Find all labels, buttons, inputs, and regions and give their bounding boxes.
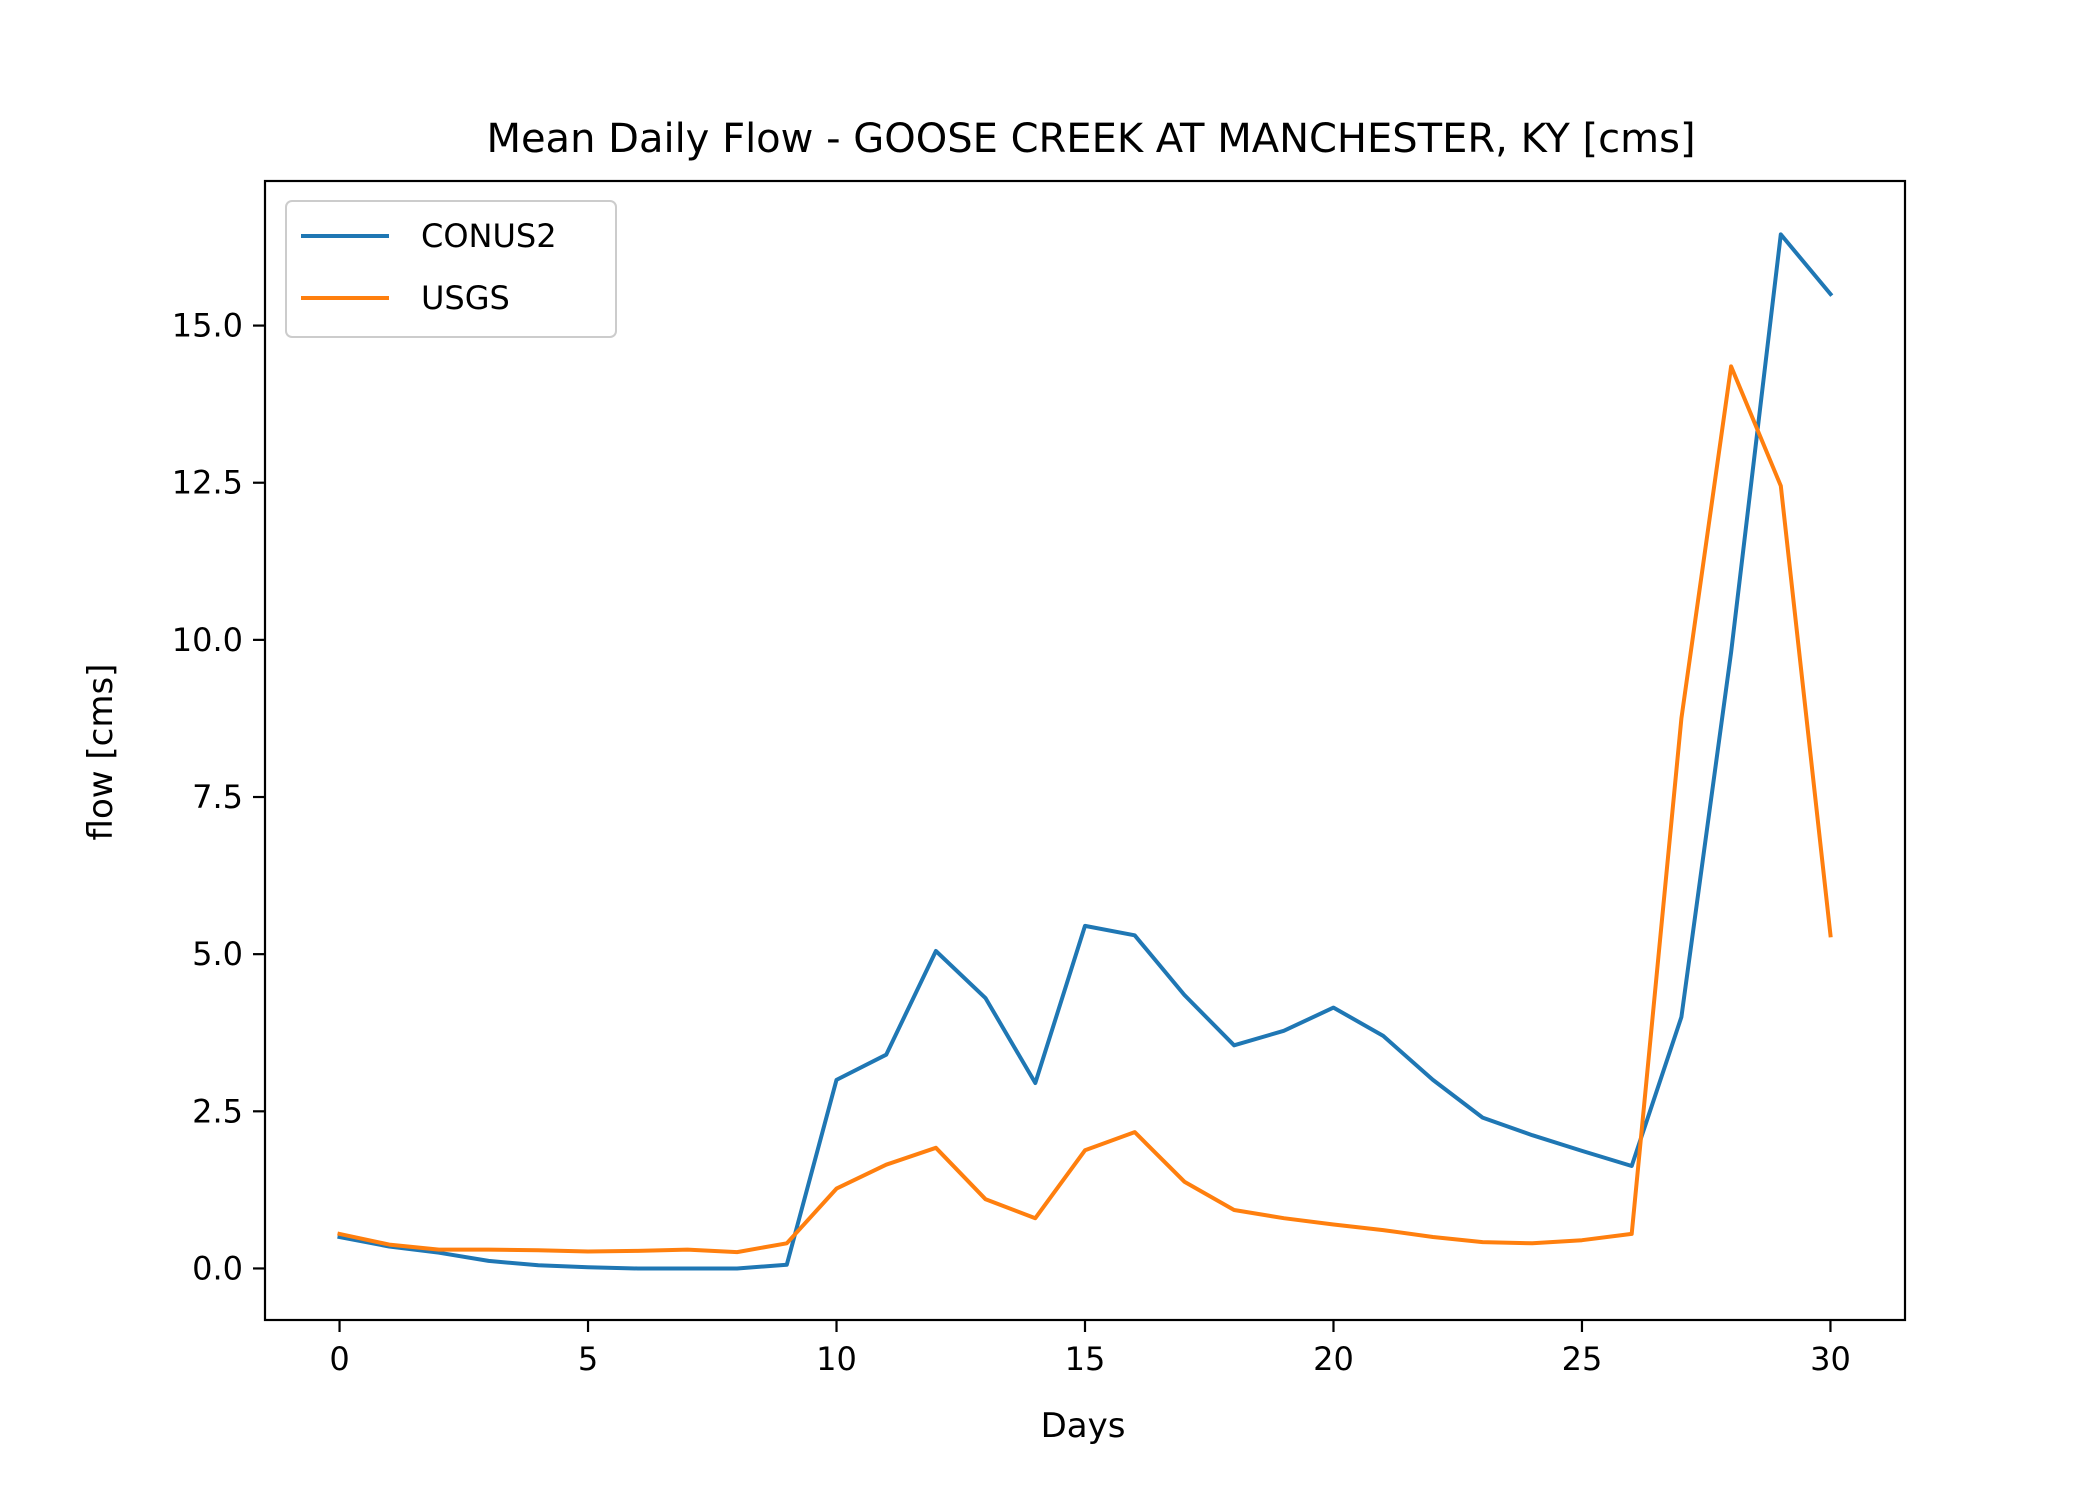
series-line-usgs bbox=[337, 364, 1833, 1255]
x-tick-label-10: 10 bbox=[816, 1340, 857, 1378]
y-tick-label-7.5: 7.5 bbox=[192, 778, 243, 816]
y-tick-label-2.5: 2.5 bbox=[192, 1092, 243, 1130]
y-tick-label-12.5: 12.5 bbox=[172, 464, 243, 502]
y-axis-label: flow [cms] bbox=[81, 664, 121, 841]
y-tick-label-5: 5.0 bbox=[192, 935, 243, 973]
plot-area: 0 5 10 15 20 25 30 0.0 2.5 5.0 7.5 10.0 12.5 15.0 CONU… bbox=[172, 179, 1907, 1378]
x-tick-label-15: 15 bbox=[1065, 1340, 1106, 1378]
x-axis-label: Days bbox=[1041, 1406, 1126, 1446]
y-tick-label-15: 15.0 bbox=[172, 307, 243, 345]
x-tick-label-0: 0 bbox=[329, 1340, 349, 1378]
chart-title: Mean Daily Flow - GOOSE CREEK AT MANCHES… bbox=[486, 116, 1695, 162]
x-tick-label-25: 25 bbox=[1562, 1340, 1603, 1378]
x-tick-label-5: 5 bbox=[578, 1340, 598, 1378]
y-tick-label-0: 0.0 bbox=[192, 1249, 243, 1287]
y-tick-label-10: 10.0 bbox=[172, 621, 243, 659]
x-tick-label-20: 20 bbox=[1313, 1340, 1354, 1378]
legend-label-conus2: CONUS2 bbox=[421, 217, 557, 255]
x-tick-label-30: 30 bbox=[1810, 1340, 1851, 1378]
legend-label-usgs: USGS bbox=[421, 279, 510, 317]
series-line-conus2 bbox=[337, 232, 1834, 1271]
